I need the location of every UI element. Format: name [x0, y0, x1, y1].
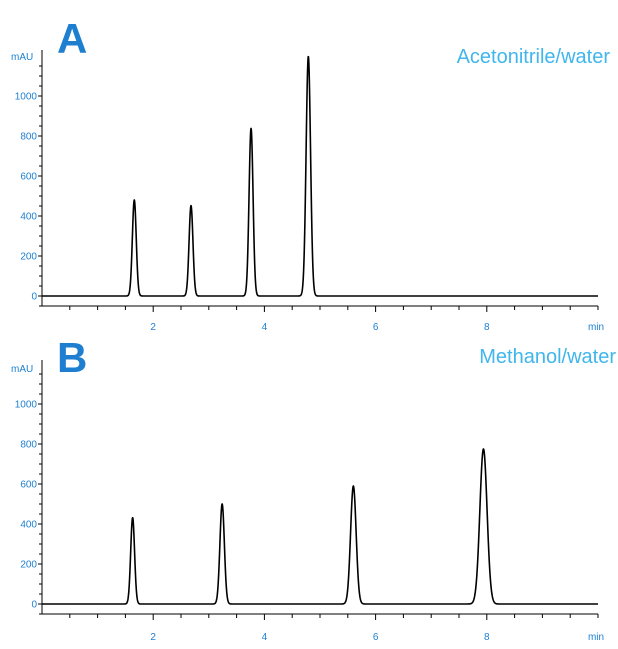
panel-b-x-tick-label: 4 — [262, 632, 268, 643]
panel-a: A Acetonitrile/water mAU min 2 4 6 8 0 200 40… — [11, 15, 610, 333]
panel-a-x-tick-label: 8 — [484, 322, 490, 333]
panel-b-y-tick-label: 200 — [20, 560, 37, 571]
panel-a-y-tick-label: 200 — [20, 252, 37, 263]
panel-b-y-tick-label: 0 — [31, 600, 37, 611]
panel-a-trace — [41, 55, 599, 297]
panel-b-x-ticks: 2 4 6 8 — [69, 614, 599, 643]
panel-a-x-tick-label: 6 — [373, 322, 379, 333]
panel-b-x-tick-label: 8 — [484, 632, 490, 643]
panel-b-y-tick-label: 1000 — [15, 400, 38, 411]
panel-a-y-tick-label: 1000 — [15, 92, 38, 103]
panel-b-title: Methanol/water — [479, 346, 616, 368]
panel-a-y-tick-label: 0 — [31, 292, 37, 303]
panel-b-x-tick-label: 2 — [150, 632, 156, 643]
panel-a-x-unit: min — [588, 322, 604, 333]
panel-a-y-ticks: 0 200 400 600 800 1000 — [15, 65, 42, 307]
panel-a-title: Acetonitrile/water — [457, 46, 611, 68]
panel-b: B Methanol/water mAU min 2 4 6 8 0 200 400 600… — [11, 334, 616, 643]
panel-b-y-ticks: 0 200 400 600 800 1000 — [15, 373, 42, 615]
panel-b-y-tick-label: 800 — [20, 440, 37, 451]
panel-b-y-tick-label: 600 — [20, 480, 37, 491]
panel-b-x-tick-label: 6 — [373, 632, 379, 643]
panel-a-y-tick-label: 800 — [20, 132, 37, 143]
panel-a-x-tick-label: 2 — [150, 322, 156, 333]
panel-b-y-unit: mAU — [11, 364, 33, 375]
panel-a-label: A — [57, 15, 87, 62]
panel-a-x-tick-label: 4 — [262, 322, 268, 333]
panel-b-label: B — [57, 334, 87, 381]
panel-a-y-unit: mAU — [11, 52, 33, 63]
panel-a-y-tick-label: 600 — [20, 172, 37, 183]
panel-a-x-ticks: 2 4 6 8 — [69, 306, 599, 333]
panel-a-y-tick-label: 400 — [20, 212, 37, 223]
panel-b-trace — [41, 448, 599, 605]
panel-b-y-tick-label: 400 — [20, 520, 37, 531]
panel-b-x-unit: min — [588, 632, 604, 643]
